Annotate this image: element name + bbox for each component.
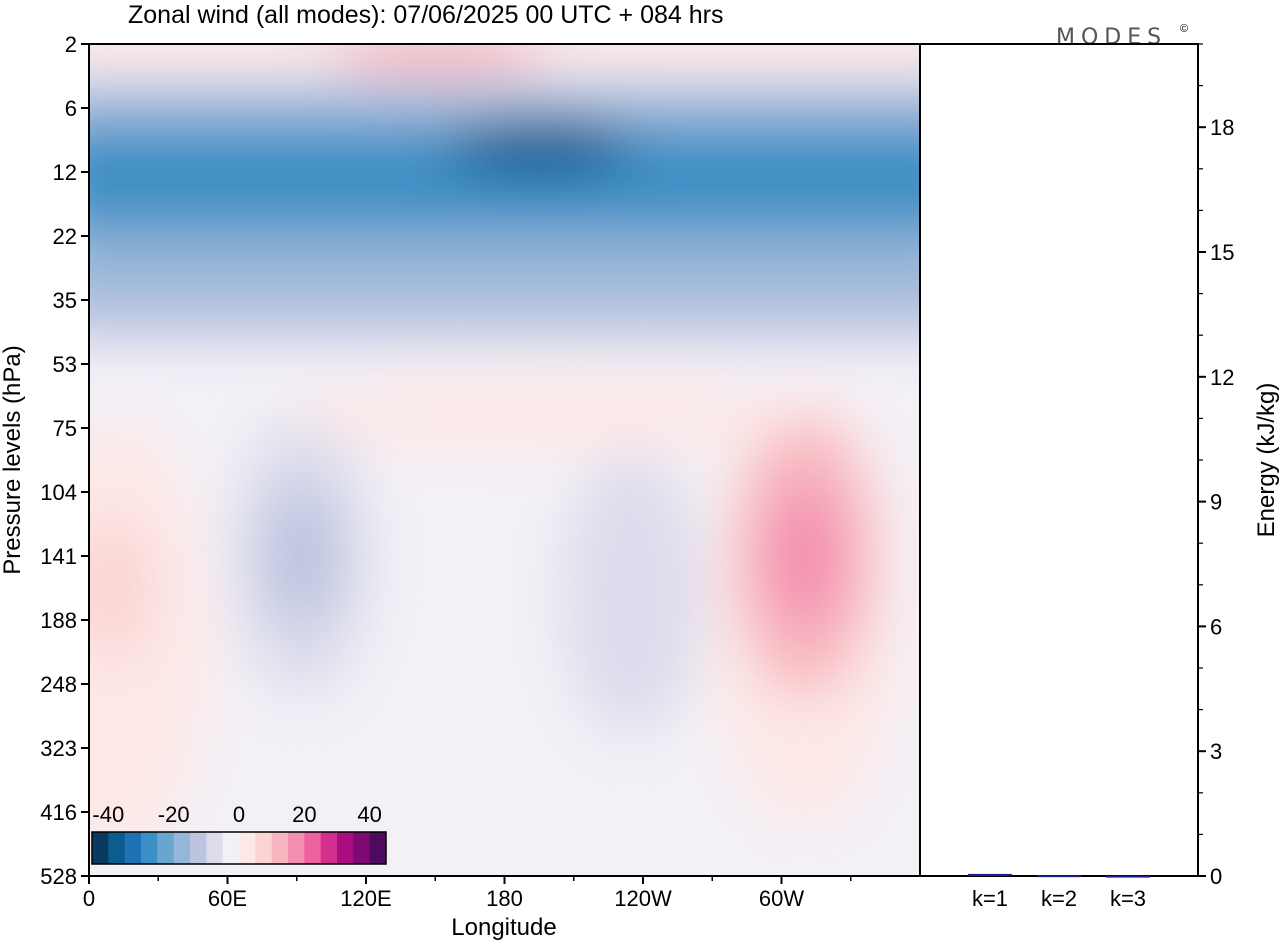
contour-field bbox=[89, 44, 920, 864]
energy-bar bbox=[1037, 875, 1081, 878]
midlevel-westerly bbox=[290, 381, 811, 450]
energy-frame bbox=[919, 43, 1199, 877]
colorbar-swatch bbox=[320, 832, 338, 864]
colorbar-swatch bbox=[369, 832, 387, 864]
longitude-axis: 0 60E 120E 180 120W 60W bbox=[83, 876, 852, 911]
colorbar-tick-label: -20 bbox=[158, 802, 190, 827]
colorbar-frame bbox=[91, 831, 387, 865]
wind-region-core bbox=[89, 517, 151, 659]
logo-mark: © bbox=[1180, 23, 1188, 35]
colorbar-tick-label: 40 bbox=[357, 802, 381, 827]
colorbar-swatch bbox=[92, 832, 109, 864]
colorbar-tick-label: 20 bbox=[292, 802, 316, 827]
colorbar-swatch bbox=[124, 832, 142, 864]
pressure-tick-label: 416 bbox=[40, 800, 77, 825]
longitude-tick-label: 60W bbox=[759, 886, 804, 911]
pressure-tick-label: 53 bbox=[53, 352, 77, 377]
colorbar-swatch bbox=[108, 832, 126, 864]
longitude-axis-label: Longitude bbox=[451, 914, 556, 941]
longitude-tick-label: 120W bbox=[614, 886, 672, 911]
energy-tick-label: 15 bbox=[1210, 240, 1234, 265]
pressure-tick-label: 141 bbox=[40, 544, 77, 569]
colorbar: -40 -20 0 20 40 bbox=[91, 802, 387, 865]
wind-region-core bbox=[593, 524, 670, 665]
pressure-tick-label: 22 bbox=[53, 224, 77, 249]
energy-tick-label: 12 bbox=[1210, 365, 1234, 390]
upper-westerly-core bbox=[325, 44, 546, 74]
energy-bar bbox=[1106, 875, 1150, 878]
pressure-tick-label: 2 bbox=[65, 32, 77, 57]
longitude-tick-label: 0 bbox=[83, 886, 95, 911]
colorbar-swatch bbox=[304, 832, 322, 864]
colorbar-swatch bbox=[222, 832, 240, 864]
wind-region-core bbox=[766, 485, 843, 627]
pressure-tick-label: 248 bbox=[40, 672, 77, 697]
colorbar-swatch bbox=[157, 832, 175, 864]
easterly-core bbox=[444, 118, 635, 175]
pressure-axis: 2 6 12 22 35 53 75 104 141 188 248 323 416 528 bbox=[40, 32, 89, 889]
pressure-tick-label: 528 bbox=[40, 864, 77, 889]
mode-axis: k=1 k=2 k=3 bbox=[972, 886, 1146, 911]
colorbar-swatch bbox=[239, 832, 256, 864]
longitude-tick-label: 60E bbox=[208, 886, 247, 911]
pressure-tick-label: 323 bbox=[40, 736, 77, 761]
energy-panel: 0 3 6 9 12 15 18 k=1 k=2 k=3 Energy (kJ/kg) bbox=[919, 43, 1280, 911]
colorbar-swatch bbox=[288, 832, 305, 864]
energy-tick-label: 9 bbox=[1210, 490, 1222, 515]
longitude-tick-label: 180 bbox=[486, 886, 523, 911]
pressure-tick-label: 35 bbox=[53, 288, 77, 313]
energy-tick-label: 3 bbox=[1210, 739, 1222, 764]
energy-bar bbox=[968, 873, 1012, 876]
mode-label: k=1 bbox=[972, 886, 1008, 911]
colorbar-swatch bbox=[141, 832, 158, 864]
energy-bars bbox=[968, 873, 1150, 878]
pressure-tick-label: 104 bbox=[40, 480, 77, 505]
colorbar-swatch bbox=[255, 832, 273, 864]
longitude-tick-label: 120E bbox=[340, 886, 391, 911]
energy-axis: 0 3 6 9 12 15 18 bbox=[1198, 43, 1234, 889]
pressure-tick-label: 12 bbox=[53, 160, 77, 185]
colorbar-tick-label: -40 bbox=[92, 802, 124, 827]
chart-title: Zonal wind (all modes): 07/06/2025 00 UT… bbox=[128, 1, 723, 29]
pressure-axis-label: Pressure levels (hPa) bbox=[0, 345, 26, 574]
pressure-tick-label: 75 bbox=[53, 416, 77, 441]
contour-panel: 2 6 12 22 35 53 75 104 141 188 248 323 416 528 0 60E 12… bbox=[0, 32, 921, 941]
wind-region-core bbox=[263, 485, 340, 627]
colorbar-swatch bbox=[353, 832, 371, 864]
colorbar-swatch bbox=[190, 832, 207, 864]
pressure-tick-label: 6 bbox=[65, 96, 77, 121]
mode-label: k=3 bbox=[1110, 886, 1146, 911]
colorbar-swatch bbox=[206, 832, 224, 864]
colorbar-swatch bbox=[173, 832, 191, 864]
colorbar-swatch bbox=[337, 832, 354, 864]
colorbar-tick-label: 0 bbox=[233, 802, 245, 827]
energy-tick-label: 0 bbox=[1210, 864, 1222, 889]
energy-axis-label: Energy (kJ/kg) bbox=[1253, 383, 1280, 538]
pressure-tick-label: 188 bbox=[40, 608, 77, 633]
wind-regions bbox=[89, 44, 920, 864]
mode-label: k=2 bbox=[1041, 886, 1077, 911]
colorbar-swatch bbox=[271, 832, 289, 864]
energy-tick-label: 6 bbox=[1210, 614, 1222, 639]
energy-tick-label: 18 bbox=[1210, 115, 1234, 140]
